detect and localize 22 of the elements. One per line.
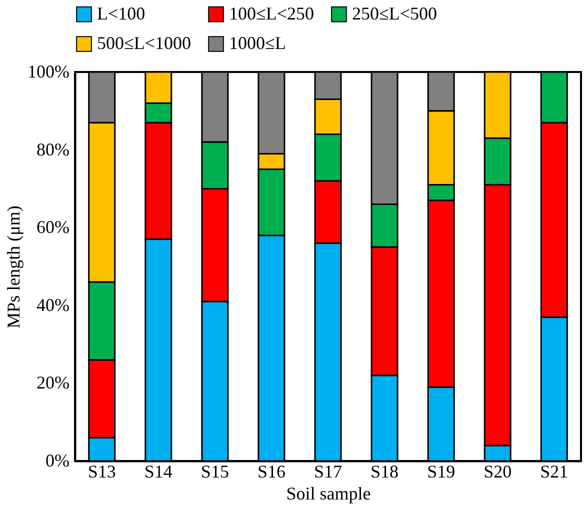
y-tick-label: 80% — [36, 139, 70, 160]
y-tick-label: 0% — [46, 450, 70, 470]
y-tick-label: 100% — [28, 62, 70, 82]
legend-label: 1000≤L — [229, 33, 286, 53]
x-axis-title: Soil sample — [286, 484, 371, 504]
x-tick-label: S20 — [484, 462, 512, 482]
legend-label: 100≤L<250 — [229, 3, 314, 24]
x-tick-label: S18 — [370, 462, 399, 482]
x-tick-label: S19 — [427, 462, 456, 482]
x-tick-label: S13 — [88, 462, 116, 482]
legend-label: 250≤L<500 — [352, 3, 438, 24]
y-axis-title: MPs length (μm) — [4, 206, 24, 328]
x-tick-label: S16 — [257, 462, 286, 482]
x-tick-label: S21 — [540, 462, 568, 482]
y-tick-label: 40% — [36, 294, 70, 315]
legend-label: L<100 — [97, 3, 146, 24]
y-tick-label: 60% — [36, 217, 70, 238]
y-tick-label: 20% — [36, 372, 70, 393]
x-tick-label: S17 — [314, 462, 342, 482]
x-tick-label: S14 — [144, 462, 172, 482]
legend-label: 500≤L<1000 — [97, 33, 192, 53]
x-tick-label: S15 — [200, 462, 229, 482]
